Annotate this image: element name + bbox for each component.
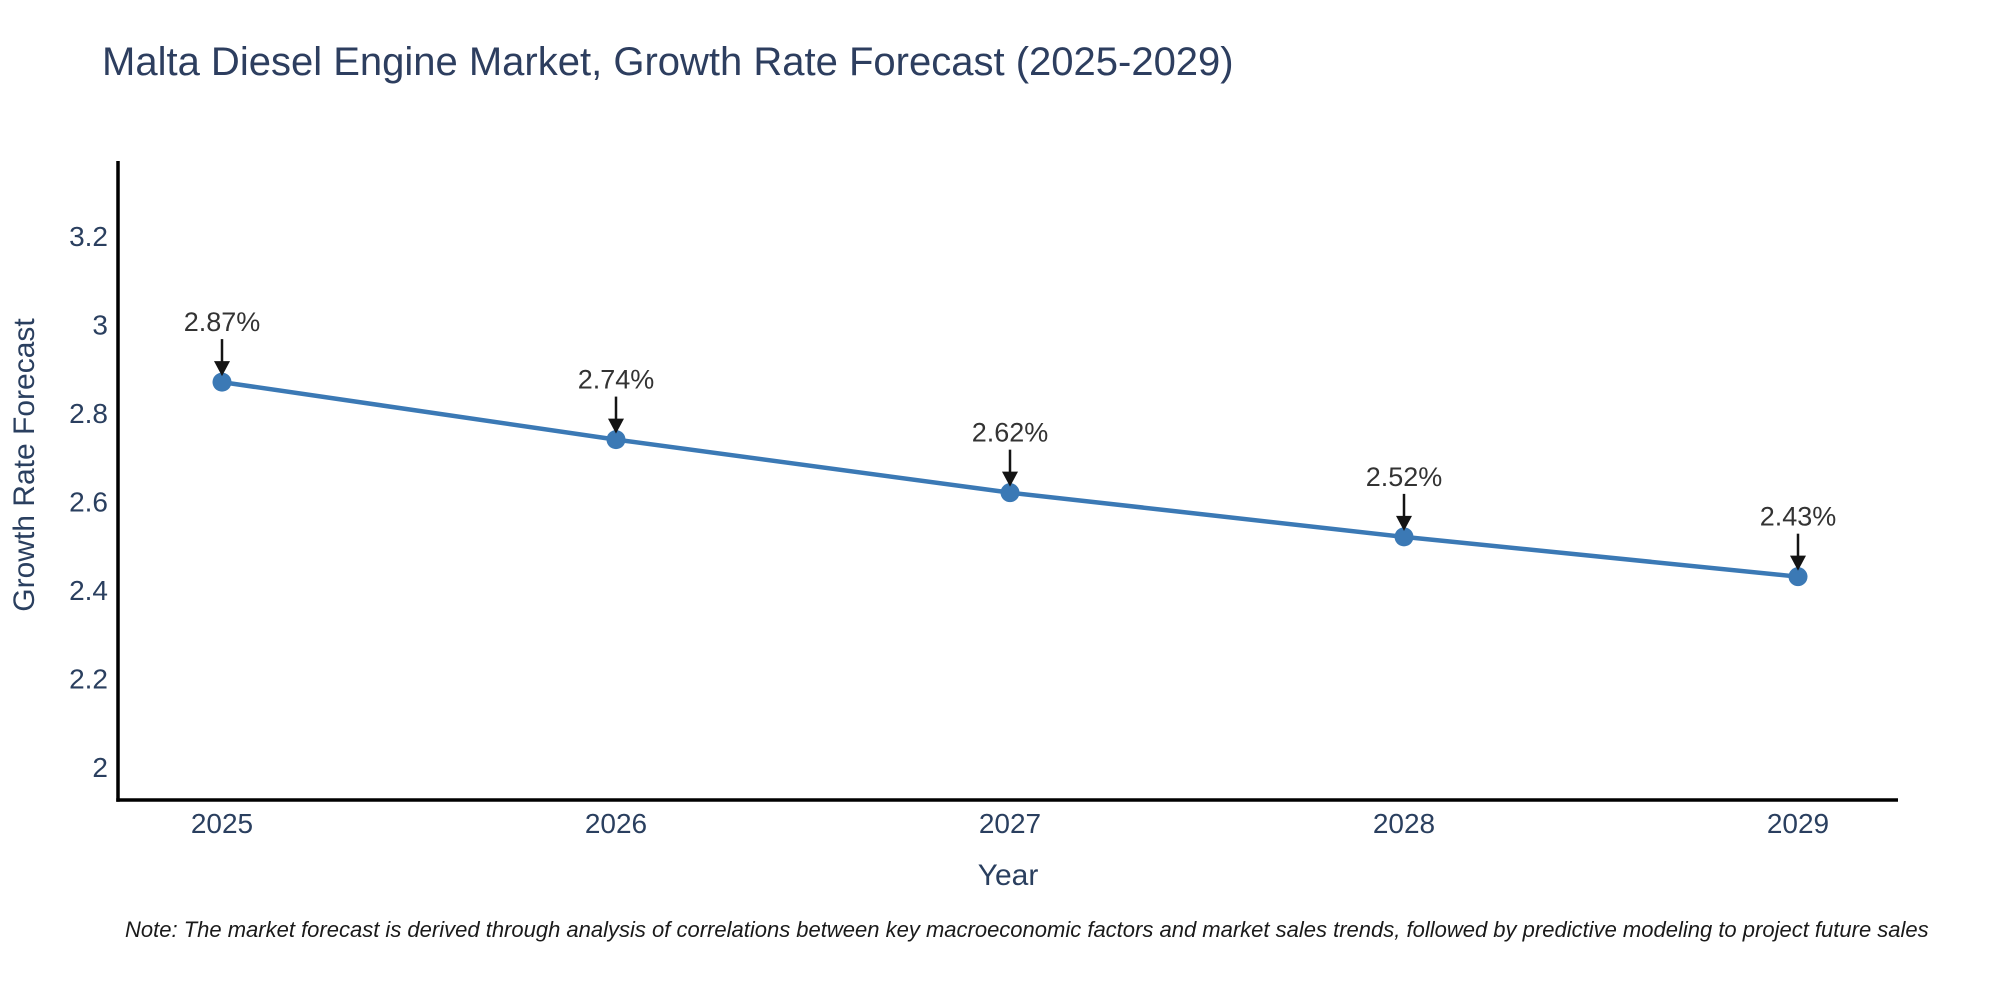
annotation-arrow-head	[1002, 471, 1018, 487]
x-tick-label: 2025	[191, 808, 253, 839]
annotation-arrow-head	[1396, 515, 1412, 531]
point-annotation-label: 2.43%	[1760, 502, 1837, 532]
y-tick-label: 2.2	[69, 663, 108, 694]
x-tick-label: 2026	[585, 808, 647, 839]
data-point-marker	[1394, 527, 1414, 547]
y-tick-label: 2.4	[69, 575, 108, 606]
chart-title: Malta Diesel Engine Market, Growth Rate …	[102, 40, 1234, 84]
x-axis-title: Year	[978, 859, 1039, 892]
x-tick-label: 2029	[1767, 808, 1829, 839]
data-point-marker	[1788, 567, 1808, 587]
y-tick-label: 3	[92, 310, 108, 341]
point-annotation-label: 2.62%	[972, 418, 1049, 448]
data-point-marker	[212, 372, 232, 392]
point-annotation-label: 2.87%	[184, 307, 261, 337]
y-tick-label: 2	[92, 752, 108, 783]
data-point-marker	[1000, 483, 1020, 503]
y-tick-label: 2.8	[69, 398, 108, 429]
annotation-arrow-head	[214, 361, 230, 377]
annotation-arrow-head	[1790, 555, 1806, 571]
data-point-marker	[606, 430, 626, 450]
y-tick-label: 2.6	[69, 487, 108, 518]
x-tick-label: 2028	[1373, 808, 1435, 839]
y-tick-label: 3.2	[69, 221, 108, 252]
annotation-arrow-head	[608, 418, 624, 434]
point-annotation-label: 2.74%	[578, 365, 655, 395]
x-tick-label: 2027	[979, 808, 1041, 839]
point-annotation-label: 2.52%	[1366, 462, 1443, 492]
y-axis-title: Growth Rate Forecast	[8, 318, 41, 612]
footnote: Note: The market forecast is derived thr…	[125, 917, 1929, 942]
